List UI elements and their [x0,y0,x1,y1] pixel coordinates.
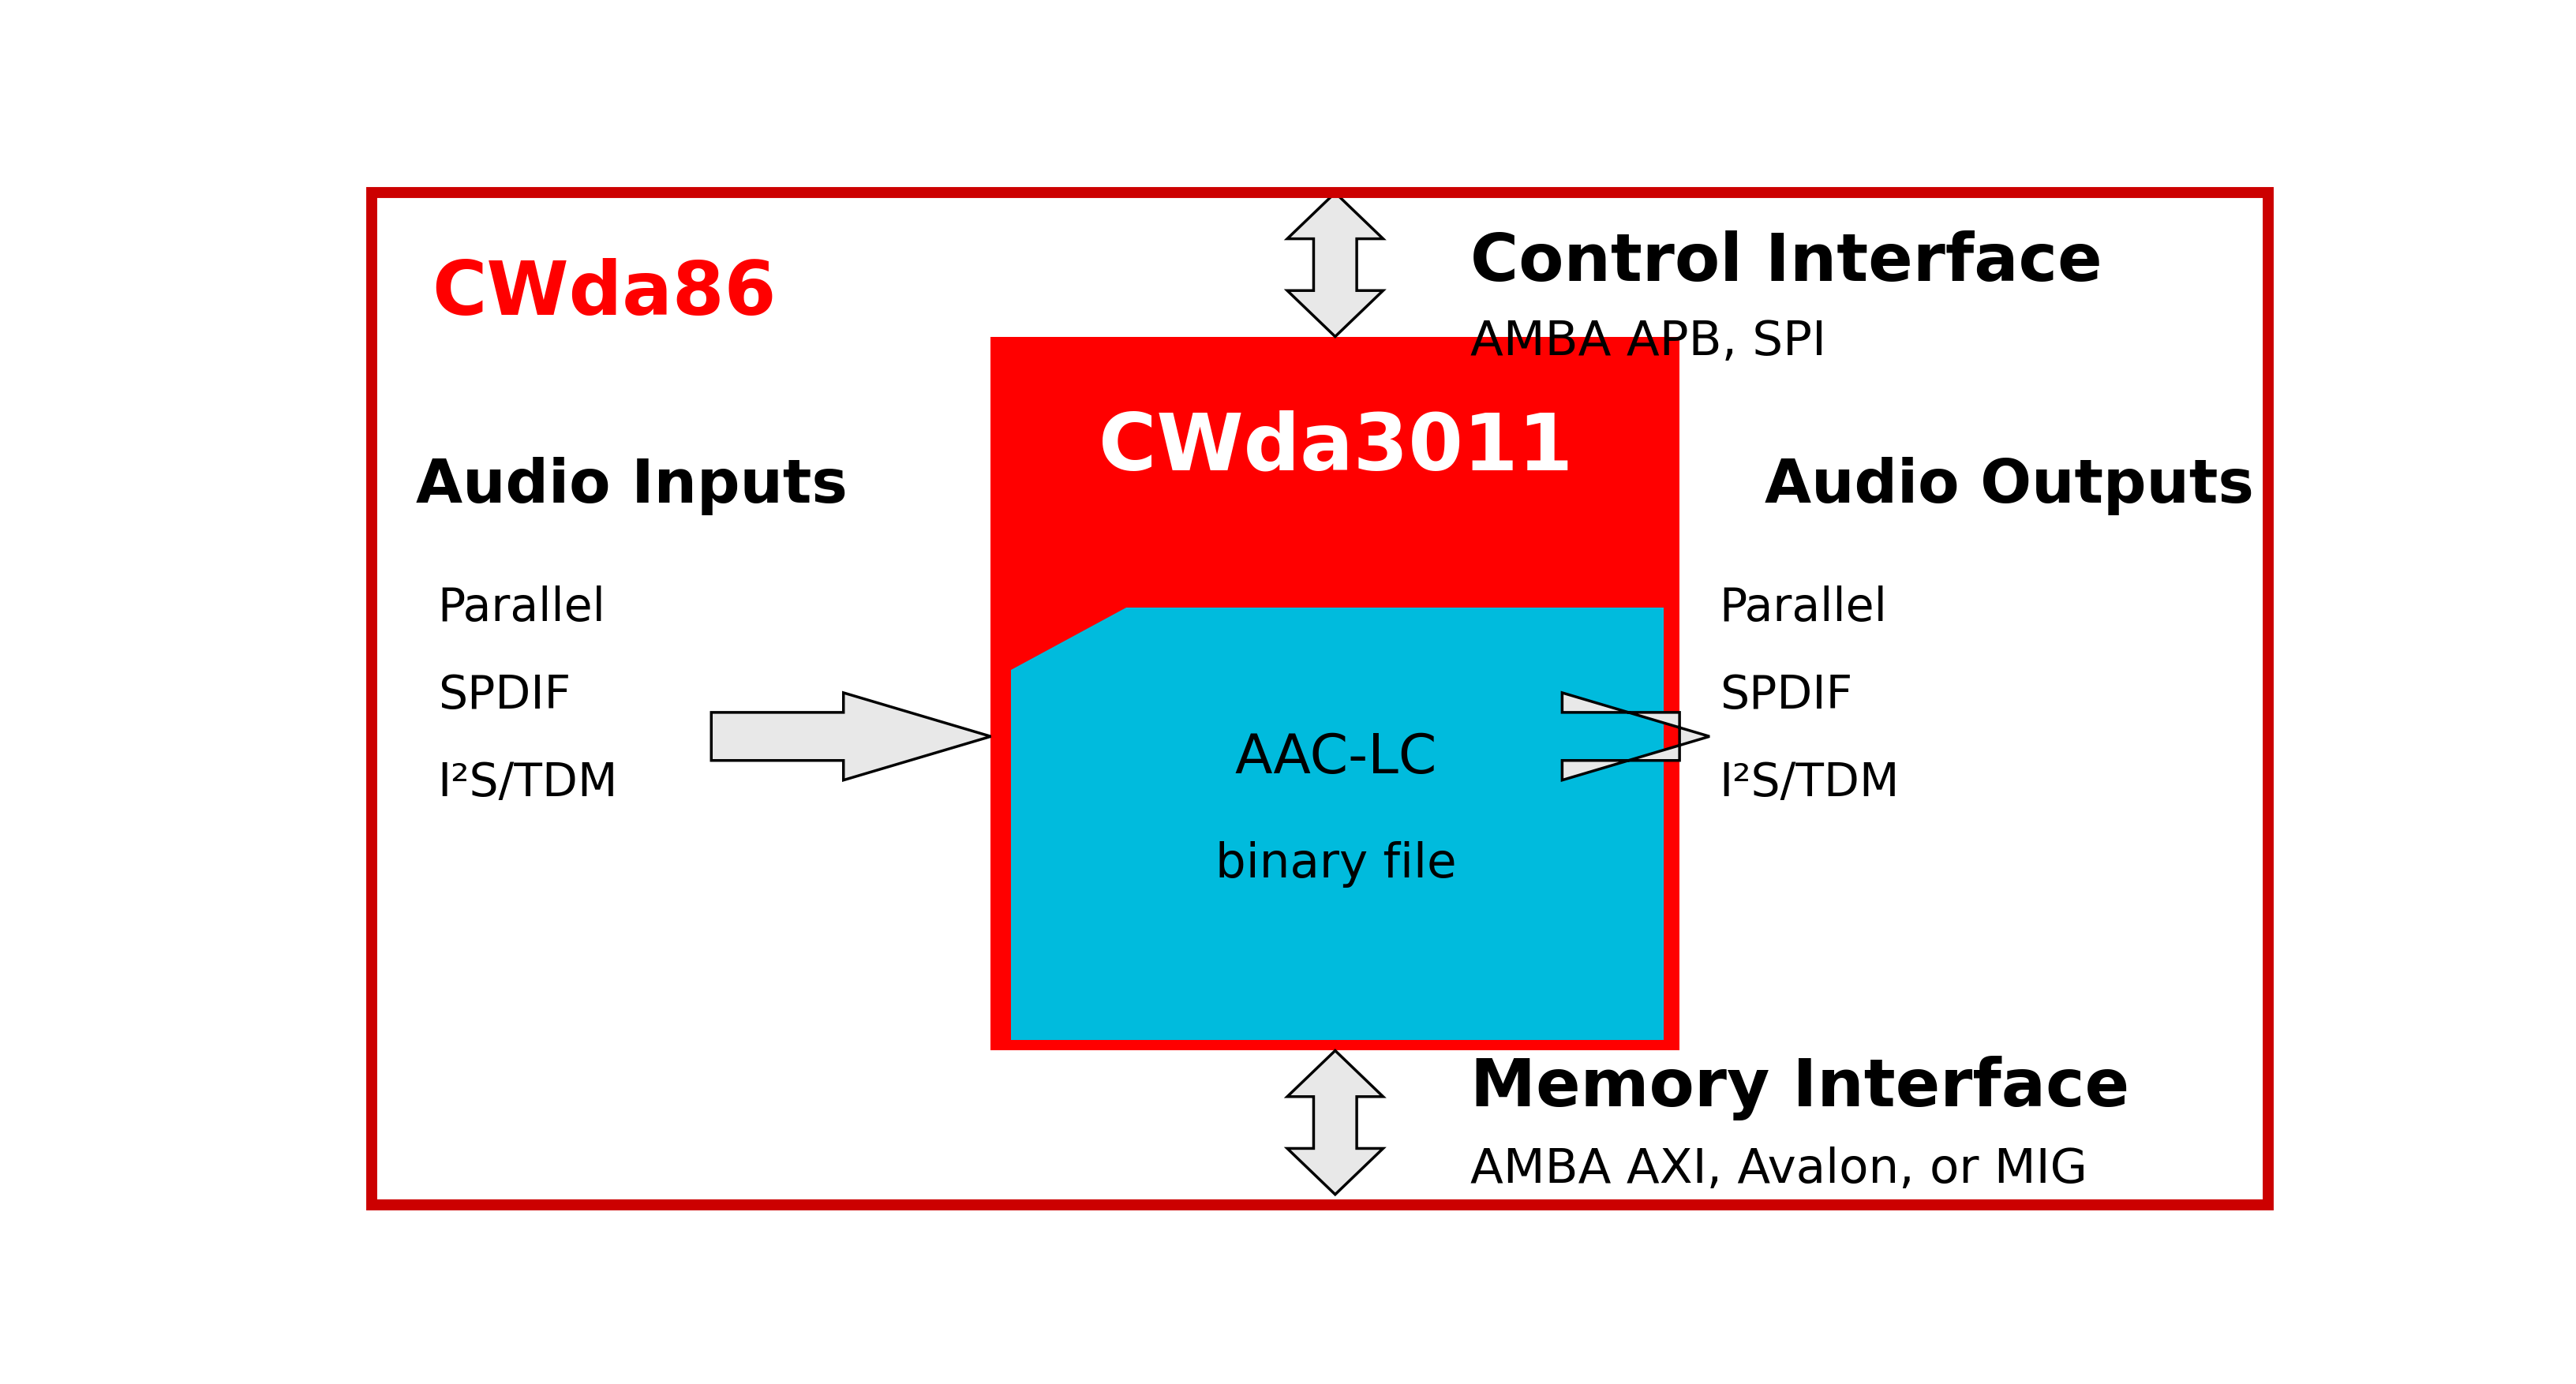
Polygon shape [1561,693,1710,781]
Text: AMBA APB, SPI: AMBA APB, SPI [1471,318,1826,365]
Text: CWda3011: CWda3011 [1100,410,1574,487]
Text: Audio Outputs: Audio Outputs [1765,457,2254,515]
Text: SPDIF: SPDIF [1721,673,1852,718]
Text: CWda86: CWda86 [433,257,775,331]
Text: Parallel: Parallel [1721,585,1888,631]
Text: SPDIF: SPDIF [438,673,569,718]
Text: Audio Inputs: Audio Inputs [415,457,848,515]
Text: binary file: binary file [1216,841,1458,887]
Text: AMBA AXI, Avalon, or MIG: AMBA AXI, Avalon, or MIG [1471,1147,2087,1193]
Polygon shape [1288,1050,1383,1194]
Text: I²S/TDM: I²S/TDM [1721,761,1901,805]
Polygon shape [1288,192,1383,336]
Polygon shape [1010,608,1664,1039]
Text: Control Interface: Control Interface [1471,230,2102,293]
Text: Memory Interface: Memory Interface [1471,1056,2128,1120]
Polygon shape [711,693,992,781]
Text: Parallel: Parallel [438,585,605,631]
Bar [992,336,1680,1050]
Text: AAC-LC: AAC-LC [1234,731,1437,783]
Text: I²S/TDM: I²S/TDM [438,761,618,805]
